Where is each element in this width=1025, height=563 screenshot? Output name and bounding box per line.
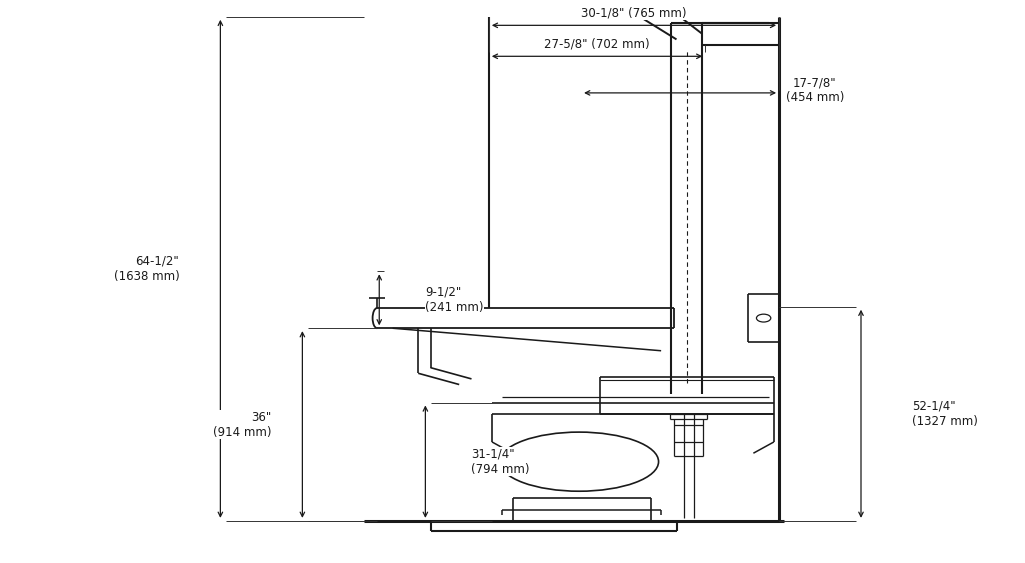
Text: 30-1/8" (765 mm): 30-1/8" (765 mm) <box>581 6 687 20</box>
Text: 52-1/4"
(1327 mm): 52-1/4" (1327 mm) <box>912 400 978 428</box>
Text: 17-7/8"
(454 mm): 17-7/8" (454 mm) <box>786 76 844 104</box>
Text: 64-1/2"
(1638 mm): 64-1/2" (1638 mm) <box>114 255 179 283</box>
Text: 36"
(914 mm): 36" (914 mm) <box>213 410 272 439</box>
Text: 27-5/8" (702 mm): 27-5/8" (702 mm) <box>544 37 650 51</box>
Text: 9-1/2"
(241 mm): 9-1/2" (241 mm) <box>425 286 484 314</box>
Text: 31-1/4"
(794 mm): 31-1/4" (794 mm) <box>472 448 530 476</box>
